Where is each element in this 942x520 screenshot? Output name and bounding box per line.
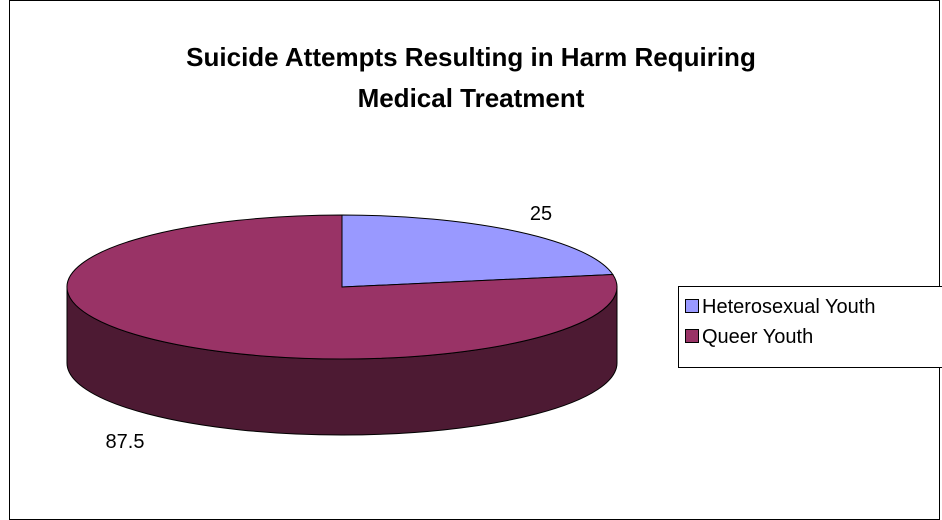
legend-swatch-queer-youth: [685, 329, 699, 343]
legend-label-heterosexual-youth: Heterosexual Youth: [702, 296, 875, 318]
legend-swatch-heterosexual-youth: [685, 299, 699, 313]
legend-item-heterosexual-youth: Heterosexual Youth: [685, 295, 875, 319]
data-label-queer-youth: 87.5: [106, 431, 145, 453]
data-label-heterosexual-youth: 25: [530, 203, 552, 225]
legend-item-queer-youth: Queer Youth: [685, 325, 813, 349]
legend-label-queer-youth: Queer Youth: [702, 326, 813, 348]
legend: Heterosexual Youth Queer Youth: [678, 286, 942, 368]
